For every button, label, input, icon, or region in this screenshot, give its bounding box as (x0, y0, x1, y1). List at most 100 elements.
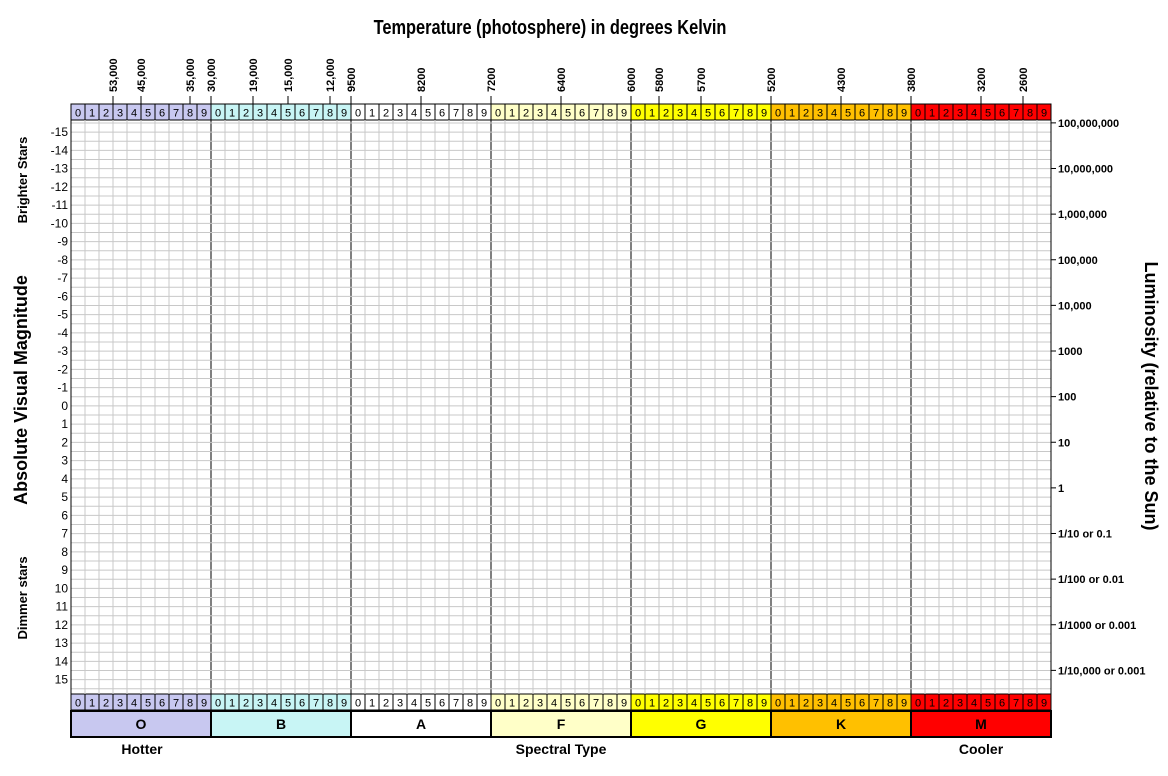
temperature-tick-label: 35,000 (185, 58, 197, 92)
subclass-label: 9 (481, 698, 487, 710)
subclass-label: 0 (915, 108, 921, 120)
subclass-label: 9 (341, 108, 347, 120)
temperature-tick-label: 30,000 (206, 58, 218, 92)
subclass-label: 7 (593, 698, 599, 710)
luminosity-tick-label: 1/100 or 0.01 (1058, 574, 1124, 586)
subclass-label: 4 (551, 108, 557, 120)
subclass-label: 9 (481, 108, 487, 120)
spectral-class-label: K (836, 716, 846, 732)
subclass-label: 3 (677, 698, 683, 710)
subclass-label: 0 (775, 108, 781, 120)
subclass-label: 5 (285, 108, 291, 120)
temperature-tick-label: 3800 (906, 68, 918, 92)
subclass-label: 2 (383, 698, 389, 710)
magnitude-tick-label: 5 (61, 490, 68, 504)
subclass-label: 6 (859, 698, 865, 710)
subclass-label: 2 (943, 698, 949, 710)
subclass-label: 7 (593, 108, 599, 120)
subclass-label: 6 (579, 698, 585, 710)
temperature-tick-label: 9500 (346, 68, 358, 92)
subclass-label: 3 (817, 698, 823, 710)
subclass-label: 2 (243, 108, 249, 120)
subclass-label: 4 (551, 698, 557, 710)
subclass-label: 8 (187, 108, 193, 120)
magnitude-ticks: -15-14-13-12-11-10-9-8-7-6-5-4-3-2-10123… (51, 125, 69, 687)
plot-grid (70, 120, 1052, 694)
magnitude-tick-label: -4 (57, 326, 68, 340)
subclass-label: 7 (873, 108, 879, 120)
subclass-label: 3 (397, 108, 403, 120)
subclass-label: 7 (313, 108, 319, 120)
subclass-label: 9 (341, 698, 347, 710)
subclass-label: 0 (635, 108, 641, 120)
subclass-label: 5 (985, 698, 991, 710)
subclass-label: 8 (327, 698, 333, 710)
magnitude-tick-label: -11 (52, 198, 69, 212)
magnitude-tick-label: 7 (61, 527, 68, 541)
magnitude-tick-label: 4 (61, 472, 68, 486)
subclass-label: 0 (915, 698, 921, 710)
subclass-label: 9 (901, 108, 907, 120)
subclass-label: 4 (411, 108, 417, 120)
subclass-label: 2 (383, 108, 389, 120)
subclass-label: 3 (817, 108, 823, 120)
magnitude-tick-label: 10 (55, 581, 69, 595)
subclass-label: 5 (565, 108, 571, 120)
spectral-class-label: B (276, 716, 286, 732)
subclass-label: 8 (1027, 108, 1033, 120)
subclass-label: 7 (453, 698, 459, 710)
subclass-label: 0 (775, 698, 781, 710)
subclass-label: 4 (271, 698, 277, 710)
magnitude-tick-label: 11 (56, 600, 69, 614)
magnitude-tick-label: -7 (57, 271, 68, 285)
magnitude-tick-label: 6 (61, 508, 68, 522)
subclass-label: 5 (705, 698, 711, 710)
subclass-label: 2 (663, 698, 669, 710)
subclass-label: 7 (733, 108, 739, 120)
magnitude-tick-label: -1 (57, 381, 68, 395)
magnitude-tick-label: 1 (61, 417, 68, 431)
subclass-label: 9 (621, 108, 627, 120)
luminosity-tick-label: 100,000 (1058, 255, 1098, 267)
subclass-label: 1 (509, 108, 515, 120)
subclass-label: 1 (649, 108, 655, 120)
spectral-class-cell (490, 710, 632, 738)
subclass-label: 9 (201, 698, 207, 710)
subclass-label: 7 (873, 698, 879, 710)
luminosity-tick-label: 1,000,000 (1058, 209, 1107, 221)
temperature-tick-label: 15,000 (283, 58, 295, 92)
magnitude-tick-label: 13 (55, 636, 69, 650)
subclass-label: 7 (1013, 698, 1019, 710)
luminosity-tick-label: 100,000,000 (1058, 118, 1119, 130)
magnitude-tick-label: 15 (55, 673, 69, 687)
subclass-label: 6 (299, 108, 305, 120)
subclass-label: 8 (607, 698, 613, 710)
subclass-label: 4 (971, 698, 977, 710)
subclass-label: 9 (621, 698, 627, 710)
subclass-label: 0 (355, 698, 361, 710)
temperature-tick-label: 8200 (416, 68, 428, 92)
subclass-label: 2 (243, 698, 249, 710)
subclass-label: 5 (425, 698, 431, 710)
subclass-label: 6 (159, 698, 165, 710)
subclass-label: 0 (495, 698, 501, 710)
subclass-label: 8 (467, 698, 473, 710)
subclass-label: 4 (831, 108, 837, 120)
temperature-tick-label: 12,000 (325, 58, 337, 92)
subclass-label: 8 (187, 698, 193, 710)
luminosity-tick-label: 1000 (1058, 346, 1082, 358)
subclass-label: 8 (887, 108, 893, 120)
hotter-label: Hotter (121, 741, 163, 757)
subclass-label: 2 (803, 698, 809, 710)
subclass-label: 4 (131, 698, 137, 710)
subclass-label: 3 (957, 108, 963, 120)
subclass-label: 6 (579, 108, 585, 120)
magnitude-tick-label: -12 (51, 180, 69, 194)
subclass-label: 8 (1027, 698, 1033, 710)
subclass-label: 0 (75, 108, 81, 120)
spectral-class-label: A (416, 716, 426, 732)
subclass-label: 3 (257, 108, 263, 120)
subclass-label: 3 (257, 698, 263, 710)
subclass-label: 2 (523, 698, 529, 710)
subclass-label: 1 (509, 698, 515, 710)
